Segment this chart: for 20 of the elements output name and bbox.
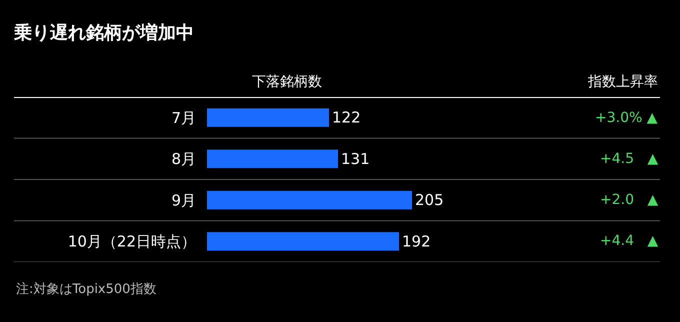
annotation: +4.5 ▲ (600, 151, 658, 167)
annotation: +3.0% ▲ (595, 110, 658, 126)
annotation: +4.4 ▲ (600, 233, 658, 249)
text: 指数上昇率 (587, 74, 658, 90)
data-label: 122 (332, 108, 361, 127)
data-label: 131 (341, 150, 370, 168)
bar (207, 108, 329, 127)
x-axis-title: 下落銘柄数 (252, 74, 322, 90)
annotation: +2.0 ▲ (600, 192, 658, 208)
y-tick-label: 10月（22日時点） (68, 232, 196, 251)
bar (207, 190, 412, 210)
bar (207, 232, 399, 251)
y-tick-label: 9月 (171, 191, 196, 210)
data-label: 205 (415, 191, 444, 210)
chart-title: 乗り遅れ銘柄が増加中 (13, 21, 194, 44)
y-tick-label: 7月 (171, 108, 196, 127)
text: 注:対象はTopix500指数 (16, 281, 156, 297)
data-label: 192 (402, 232, 431, 250)
y-tick-label: 8月 (171, 150, 196, 168)
bar (207, 150, 338, 168)
